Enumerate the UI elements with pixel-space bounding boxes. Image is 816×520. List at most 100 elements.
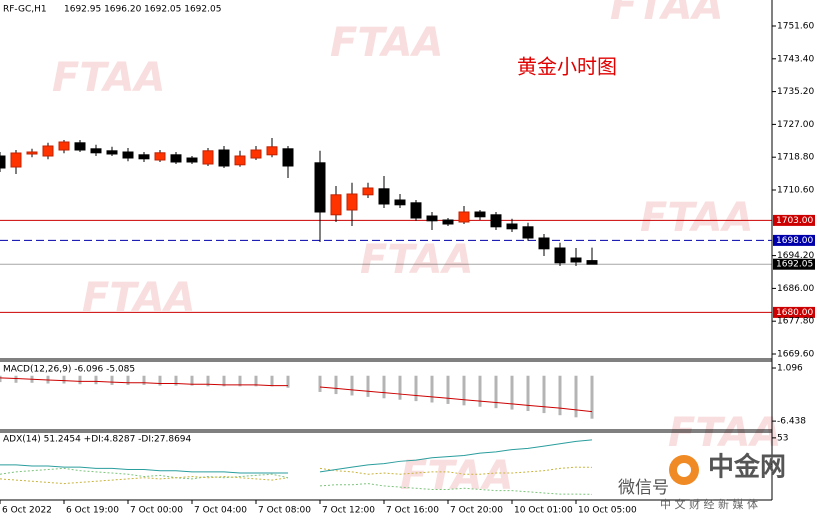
x-tick-label: 7 Oct 04:00 — [194, 506, 247, 516]
macd-bar — [542, 375, 546, 414]
candle-body — [394, 199, 406, 206]
macd-bar — [206, 375, 210, 387]
x-tick-label: 7 Oct 08:00 — [258, 506, 311, 516]
candle-body — [554, 247, 566, 264]
candle-body — [170, 154, 182, 163]
macd-bar — [366, 375, 370, 397]
candle-body — [0, 155, 6, 169]
level-box — [773, 258, 815, 270]
candle-body — [10, 152, 22, 168]
level-label: 1680.00 — [776, 308, 813, 318]
candle-body — [26, 151, 38, 155]
macd-bar — [286, 375, 290, 388]
macd-bar — [270, 375, 274, 387]
y-tick-label: 1735.20 — [777, 87, 814, 97]
y-tick-label: 1.096 — [777, 364, 803, 374]
macd-bar — [350, 375, 354, 396]
macd-bar — [142, 375, 146, 385]
wechat-label: 微信号 — [618, 478, 669, 498]
x-tick-label: 7 Oct 16:00 — [386, 506, 439, 516]
macd-bar — [590, 375, 594, 419]
candle-body — [506, 223, 518, 230]
macd-bar — [382, 375, 386, 399]
y-tick-label: -6.438 — [777, 417, 806, 427]
candle-body — [282, 148, 294, 167]
macd-bar — [222, 375, 226, 387]
y-tick-label: 1710.60 — [777, 186, 814, 196]
macd-bar — [494, 375, 498, 409]
x-tick-label: 6 Oct 19:00 — [66, 506, 119, 516]
level-label: 1698.00 — [776, 236, 813, 246]
x-tick-label: 7 Oct 12:00 — [322, 506, 375, 516]
macd-bar — [414, 375, 418, 402]
minus-di-line — [0, 466, 593, 485]
macd-bar — [462, 375, 466, 406]
candle-body — [330, 194, 342, 216]
candle-body — [458, 211, 470, 223]
x-tick-label: 6 Oct 2022 — [2, 506, 52, 516]
watermark: FTAA — [330, 20, 443, 66]
macd-bar — [158, 375, 162, 386]
y-tick-label: 1743.40 — [777, 54, 814, 64]
x-tick-label: 7 Oct 20:00 — [450, 506, 503, 516]
level-box — [773, 214, 815, 226]
y-tick-label: 1751.60 — [777, 22, 814, 32]
x-tick-label: 7 Oct 00:00 — [130, 506, 183, 516]
candle-body — [474, 211, 486, 218]
plus-di-line — [0, 467, 593, 495]
level-box — [773, 234, 815, 246]
y-tick-label: 1694.20 — [777, 251, 814, 261]
branding — [669, 455, 699, 485]
adx-title: ADX(14) 51.2454 +DI:4.8287 -DI:27.8694 — [3, 435, 192, 445]
candle-body — [570, 257, 582, 263]
watermark: FTAA — [640, 195, 753, 241]
chart-title: 黄金小时图 — [517, 55, 617, 79]
watermarks: FTAA FTAA FTAA FTAA FTAA FTAA FTAA FTAA — [52, 0, 781, 499]
watermark: FTAA — [52, 55, 165, 101]
macd-bar — [430, 375, 434, 403]
symbol: RF-GC,H1 — [3, 5, 47, 15]
level-label: 1703.00 — [776, 216, 813, 226]
macd-bar — [62, 375, 66, 384]
candle-body — [122, 151, 134, 159]
candle-body — [58, 141, 70, 151]
y-tick-label: 1718.80 — [777, 153, 814, 163]
macd-bar — [574, 375, 578, 418]
candle-body — [490, 214, 502, 228]
candle-body — [154, 152, 166, 161]
candle-body — [346, 193, 358, 211]
candle-body — [106, 150, 118, 155]
candle-body — [234, 155, 246, 166]
macd-bar — [78, 375, 82, 385]
candle-body — [42, 145, 54, 157]
x-tick-label: 10 Oct 05:00 — [578, 506, 637, 516]
y-tick-label: 53 — [777, 433, 788, 443]
macd-bar — [526, 375, 530, 411]
watermark: FTAA — [668, 410, 781, 456]
macd-bar — [110, 375, 114, 385]
macd-bar — [478, 375, 482, 407]
macd-bar — [0, 375, 2, 383]
macd-bar — [334, 375, 338, 395]
macd-bar — [126, 375, 130, 385]
brand-name: 中金网 — [708, 452, 786, 483]
candle-body — [362, 187, 374, 196]
candle-body — [250, 149, 262, 159]
watermark: FTAA — [82, 275, 195, 321]
macd-bar — [446, 375, 450, 404]
macd-bar — [254, 375, 258, 387]
y-tick-label: 1727.00 — [777, 120, 814, 130]
logo-inner — [677, 463, 691, 477]
candle-body — [410, 202, 422, 219]
level-box — [773, 306, 815, 318]
adx-line — [0, 439, 593, 474]
macd-title: MACD(12,26,9) -6.096 -5.085 — [3, 365, 135, 375]
candle-body — [522, 226, 534, 239]
candle-body — [538, 237, 550, 250]
candle-body — [378, 188, 390, 205]
macd-bar — [14, 375, 18, 383]
candle-body — [442, 219, 454, 225]
macd-bar — [238, 375, 242, 387]
